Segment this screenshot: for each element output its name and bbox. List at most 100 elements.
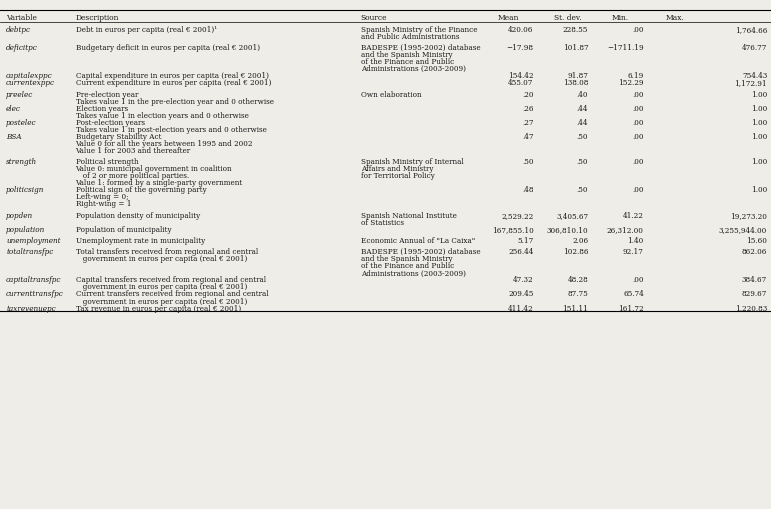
Text: Max.: Max. — [665, 14, 684, 21]
Text: taxrevenuepc: taxrevenuepc — [6, 304, 56, 312]
Text: 3,255,944.00: 3,255,944.00 — [719, 225, 767, 233]
Text: 2,529.22: 2,529.22 — [501, 211, 534, 219]
Text: population: population — [6, 225, 45, 233]
Text: .00: .00 — [632, 26, 644, 34]
Text: capitalexppc: capitalexppc — [6, 72, 52, 80]
Text: 209.45: 209.45 — [508, 290, 534, 298]
Text: 1.00: 1.00 — [751, 158, 767, 166]
Text: capitaltransfpc: capitaltransfpc — [6, 276, 62, 284]
Text: Takes value 1 in post-election years and 0 otherwise: Takes value 1 in post-election years and… — [76, 126, 267, 133]
Text: 476.77: 476.77 — [742, 44, 767, 52]
Text: .00: .00 — [632, 276, 644, 284]
Text: Source: Source — [361, 14, 387, 21]
Text: 15.60: 15.60 — [746, 237, 767, 244]
Text: Mean: Mean — [497, 14, 519, 21]
Text: 1.00: 1.00 — [751, 119, 767, 127]
Text: −17.98: −17.98 — [507, 44, 534, 52]
Text: 102.86: 102.86 — [563, 248, 588, 256]
Text: Spanish Ministry of the Finance: Spanish Ministry of the Finance — [361, 26, 477, 34]
Text: .40: .40 — [577, 91, 588, 98]
Text: Population density of municipality: Population density of municipality — [76, 211, 200, 219]
Text: of the Finance and Public: of the Finance and Public — [361, 262, 454, 270]
Text: politicsign: politicsign — [6, 186, 45, 194]
Text: 2.06: 2.06 — [572, 237, 588, 244]
Text: 1.00: 1.00 — [751, 186, 767, 194]
Text: 862.06: 862.06 — [742, 248, 767, 256]
Text: for Territorial Policy: for Territorial Policy — [361, 172, 435, 180]
Text: 6.19: 6.19 — [628, 72, 644, 80]
Text: 151.11: 151.11 — [562, 304, 588, 312]
Text: government in euros per capita (real € 2001): government in euros per capita (real € 2… — [76, 255, 247, 263]
Text: Administrations (2003-2009): Administrations (2003-2009) — [361, 269, 466, 277]
Text: 26,312.00: 26,312.00 — [607, 225, 644, 233]
Text: 1.00: 1.00 — [751, 91, 767, 98]
Text: currenttransfpc: currenttransfpc — [6, 290, 64, 298]
Text: Unemployment rate in municipality: Unemployment rate in municipality — [76, 237, 205, 244]
Text: .50: .50 — [522, 158, 534, 166]
Text: and Public Administrations: and Public Administrations — [361, 33, 460, 41]
Text: .50: .50 — [577, 186, 588, 194]
Text: strength: strength — [6, 158, 37, 166]
Text: preelec: preelec — [6, 91, 33, 98]
Text: Current expenditure in euros per capita (real € 2001): Current expenditure in euros per capita … — [76, 79, 271, 87]
Text: unemployment: unemployment — [6, 237, 61, 244]
Text: 256.44: 256.44 — [508, 248, 534, 256]
Text: debtpc: debtpc — [6, 26, 31, 34]
Text: .48: .48 — [522, 186, 534, 194]
Text: Variable: Variable — [6, 14, 37, 21]
Text: of Statistics: of Statistics — [361, 218, 404, 227]
Text: Political strength: Political strength — [76, 158, 138, 166]
Text: 138.08: 138.08 — [563, 79, 588, 87]
Text: Takes value 1 in the pre-election year and 0 otherwise: Takes value 1 in the pre-election year a… — [76, 97, 274, 105]
Text: 87.75: 87.75 — [567, 290, 588, 298]
Text: Pre-election year: Pre-election year — [76, 91, 138, 98]
Text: .00: .00 — [632, 186, 644, 194]
Text: Value 1: formed by a single-party government: Value 1: formed by a single-party govern… — [76, 179, 243, 187]
Text: 167,855.10: 167,855.10 — [492, 225, 534, 233]
Text: .00: .00 — [632, 158, 644, 166]
Text: Political sign of the governing party: Political sign of the governing party — [76, 186, 207, 194]
Text: 228.55: 228.55 — [563, 26, 588, 34]
Text: Administrations (2003-2009): Administrations (2003-2009) — [361, 65, 466, 73]
Text: Total transfers received from regional and central: Total transfers received from regional a… — [76, 248, 258, 256]
Text: 455.07: 455.07 — [508, 79, 534, 87]
Text: BADESPE (1995-2002) database: BADESPE (1995-2002) database — [361, 44, 480, 52]
Text: 420.06: 420.06 — [508, 26, 534, 34]
Text: 19,273.20: 19,273.20 — [730, 211, 767, 219]
Text: Value 0: municipal government in coalition: Value 0: municipal government in coaliti… — [76, 165, 232, 173]
Text: Own elaboration: Own elaboration — [361, 91, 422, 98]
Text: BSA: BSA — [6, 132, 22, 140]
Text: −1711.19: −1711.19 — [607, 44, 644, 52]
Text: Tax revenue in euros per capita (real € 2001): Tax revenue in euros per capita (real € … — [76, 304, 241, 312]
Text: 1.00: 1.00 — [751, 132, 767, 140]
Text: .44: .44 — [577, 119, 588, 127]
Text: 65.74: 65.74 — [623, 290, 644, 298]
Text: totaltransfpc: totaltransfpc — [6, 248, 53, 256]
Text: Economic Annual of "La Caixa": Economic Annual of "La Caixa" — [361, 237, 475, 244]
Text: 411.42: 411.42 — [508, 304, 534, 312]
Text: .00: .00 — [632, 104, 644, 112]
Text: Election years: Election years — [76, 104, 128, 112]
Text: Value 1 for 2003 and thereafter: Value 1 for 2003 and thereafter — [76, 147, 190, 155]
Text: .00: .00 — [632, 119, 644, 127]
Text: Budgetary deficit in euros per capita (real € 2001): Budgetary deficit in euros per capita (r… — [76, 44, 260, 52]
Text: 91.87: 91.87 — [567, 72, 588, 80]
Text: .27: .27 — [522, 119, 534, 127]
Text: Value 0 for all the years between 1995 and 2002: Value 0 for all the years between 1995 a… — [76, 139, 253, 148]
Text: 47.32: 47.32 — [513, 276, 534, 284]
Text: 92.17: 92.17 — [623, 248, 644, 256]
Text: .47: .47 — [522, 132, 534, 140]
Text: and the Spanish Ministry: and the Spanish Ministry — [361, 51, 453, 59]
Text: Current transfers received from regional and central: Current transfers received from regional… — [76, 290, 268, 298]
Text: 101.87: 101.87 — [563, 44, 588, 52]
Text: 1.40: 1.40 — [628, 237, 644, 244]
Text: Left-wing = 0;: Left-wing = 0; — [76, 193, 128, 201]
Text: 154.42: 154.42 — [508, 72, 534, 80]
Text: St. dev.: St. dev. — [554, 14, 581, 21]
Text: 41.22: 41.22 — [623, 211, 644, 219]
Text: and the Spanish Ministry: and the Spanish Ministry — [361, 255, 453, 263]
Text: .00: .00 — [632, 91, 644, 98]
Text: Population of municipality: Population of municipality — [76, 225, 171, 233]
Text: BADESPE (1995-2002) database: BADESPE (1995-2002) database — [361, 248, 480, 256]
Text: 1,764.66: 1,764.66 — [735, 26, 767, 34]
